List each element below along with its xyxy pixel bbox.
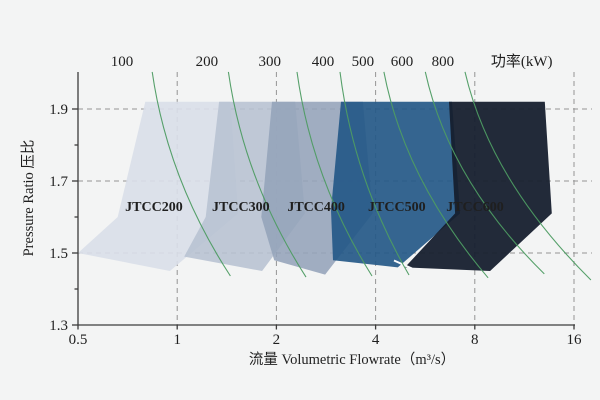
power-curve-300kw — [296, 71, 373, 277]
power-curve-100kw — [151, 71, 231, 277]
x-tick-label: 2 — [273, 332, 281, 348]
y-tick-label: 1.3 — [49, 318, 68, 334]
model-label-jtcc600: JTCC600 — [446, 200, 504, 215]
x-tick-label: 16 — [567, 332, 583, 348]
power-tick-label: 400 — [312, 54, 335, 70]
envelope-jtcc200 — [78, 101, 239, 271]
y-tick-label: 1.9 — [49, 102, 68, 118]
model-label-jtcc300: JTCC300 — [212, 200, 270, 215]
power-tick-label: 300 — [259, 54, 282, 70]
x-tick-label: 0.5 — [69, 332, 88, 348]
power-tick-label: 800 — [432, 54, 455, 70]
power-curve-600kw — [424, 71, 545, 275]
axes — [72, 72, 575, 330]
power-tick-label: 200 — [196, 54, 219, 70]
power-curve-400kw — [339, 71, 410, 276]
power-curve-500kw — [383, 71, 489, 279]
envelope-jtcc600 — [404, 101, 552, 271]
envelope-jtcc500 — [331, 101, 461, 268]
power-tick-label: 600 — [391, 54, 414, 70]
power-tick-label: 500 — [352, 54, 375, 70]
x-tick-label: 1 — [173, 332, 181, 348]
y-tick-label: 1.5 — [49, 246, 68, 262]
model-label-jtcc400: JTCC400 — [287, 200, 345, 215]
model-label-jtcc200: JTCC200 — [125, 200, 183, 215]
x-axis-title: 流量 Volumetric Flowrate（m³/s） — [249, 351, 455, 368]
power-curve-200kw — [227, 71, 307, 278]
power-tick-label: 100 — [111, 54, 134, 70]
y-axis-title: Pressure Ratio 压比 — [20, 140, 37, 257]
power-curve-800kw — [464, 71, 592, 281]
y-tick-label: 1.7 — [49, 174, 68, 190]
power-axis-title: 功率(kW) — [491, 53, 553, 70]
x-tick-label: 4 — [372, 332, 380, 348]
model-envelopes — [78, 101, 552, 275]
model-label-jtcc500: JTCC500 — [368, 200, 426, 215]
power-curves — [151, 71, 592, 281]
x-tick-label: 8 — [471, 332, 479, 348]
